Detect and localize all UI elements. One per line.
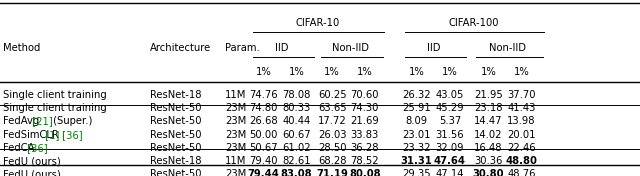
Text: 83.08: 83.08 <box>280 169 312 176</box>
Text: FedAvg: FedAvg <box>3 117 39 126</box>
Text: 17.72: 17.72 <box>318 117 346 126</box>
Text: 31.31: 31.31 <box>401 156 433 166</box>
Text: 23M: 23M <box>225 130 246 140</box>
Text: 74.76: 74.76 <box>250 90 278 100</box>
Text: Single client training: Single client training <box>3 90 106 100</box>
Text: 80.08: 80.08 <box>349 169 381 176</box>
Text: 80.33: 80.33 <box>282 103 310 113</box>
Text: 79.44: 79.44 <box>248 169 280 176</box>
Text: Method: Method <box>3 43 40 52</box>
Text: 50.00: 50.00 <box>250 130 278 140</box>
Text: 23.32: 23.32 <box>403 143 431 153</box>
Text: 22.46: 22.46 <box>508 143 536 153</box>
Text: 47.14: 47.14 <box>436 169 464 176</box>
Text: [21]: [21] <box>29 117 52 126</box>
Text: 11M: 11M <box>225 156 246 166</box>
Text: 13.98: 13.98 <box>508 117 536 126</box>
Text: 23.18: 23.18 <box>474 103 502 113</box>
Text: (Super.): (Super.) <box>51 117 93 126</box>
Text: 26.68: 26.68 <box>250 117 278 126</box>
Text: 1%: 1% <box>409 67 424 77</box>
Text: ResNet-18: ResNet-18 <box>150 156 201 166</box>
Text: 30.80: 30.80 <box>472 169 504 176</box>
Text: [36]: [36] <box>24 143 48 153</box>
Text: 47.64: 47.64 <box>434 156 466 166</box>
Text: 36.28: 36.28 <box>351 143 379 153</box>
Text: 60.67: 60.67 <box>282 130 310 140</box>
Text: 43.05: 43.05 <box>436 90 464 100</box>
Text: 1%: 1% <box>357 67 372 77</box>
Text: 1%: 1% <box>481 67 496 77</box>
Text: 26.32: 26.32 <box>403 90 431 100</box>
Text: 1%: 1% <box>256 67 271 77</box>
Text: 48.80: 48.80 <box>506 156 538 166</box>
Text: 68.28: 68.28 <box>318 156 346 166</box>
Text: 1%: 1% <box>442 67 458 77</box>
Text: 29.35: 29.35 <box>403 169 431 176</box>
Text: ResNet-50: ResNet-50 <box>150 117 201 126</box>
Text: 1%: 1% <box>324 67 340 77</box>
Text: 45.29: 45.29 <box>436 103 464 113</box>
Text: 82.61: 82.61 <box>282 156 310 166</box>
Text: 61.02: 61.02 <box>282 143 310 153</box>
Text: 60.25: 60.25 <box>318 90 346 100</box>
Text: ResNet-18: ResNet-18 <box>150 90 201 100</box>
Text: 32.09: 32.09 <box>436 143 464 153</box>
Text: Single client training: Single client training <box>3 103 106 113</box>
Text: 63.65: 63.65 <box>318 103 346 113</box>
Text: 71.19: 71.19 <box>316 169 348 176</box>
Text: 33.83: 33.83 <box>351 130 379 140</box>
Text: 31.56: 31.56 <box>436 130 464 140</box>
Text: 23M: 23M <box>225 103 246 113</box>
Text: 48.76: 48.76 <box>508 169 536 176</box>
Text: 14.47: 14.47 <box>474 117 502 126</box>
Text: IID: IID <box>275 43 289 52</box>
Text: CIFAR-10: CIFAR-10 <box>296 18 340 28</box>
Text: 74.80: 74.80 <box>250 103 278 113</box>
Text: [36]: [36] <box>59 130 83 140</box>
Text: 25.91: 25.91 <box>403 103 431 113</box>
Text: [1]: [1] <box>42 130 59 140</box>
Text: 23M: 23M <box>225 117 246 126</box>
Text: 16.48: 16.48 <box>474 143 502 153</box>
Text: Param.: Param. <box>225 43 260 52</box>
Text: ResNet-50: ResNet-50 <box>150 103 201 113</box>
Text: 78.52: 78.52 <box>351 156 379 166</box>
Text: 74.30: 74.30 <box>351 103 379 113</box>
Text: 11M: 11M <box>225 90 246 100</box>
Text: ResNet-50: ResNet-50 <box>150 130 201 140</box>
Text: 5.37: 5.37 <box>439 117 461 126</box>
Text: 41.43: 41.43 <box>508 103 536 113</box>
Text: Non-IID: Non-IID <box>489 43 526 52</box>
Text: 8.09: 8.09 <box>406 117 428 126</box>
Text: 21.95: 21.95 <box>474 90 502 100</box>
Text: 14.02: 14.02 <box>474 130 502 140</box>
Text: 70.60: 70.60 <box>351 90 379 100</box>
Text: FedCA: FedCA <box>3 143 34 153</box>
Text: 1%: 1% <box>289 67 304 77</box>
Text: CIFAR-100: CIFAR-100 <box>449 18 499 28</box>
Text: 20.01: 20.01 <box>508 130 536 140</box>
Text: 30.36: 30.36 <box>474 156 502 166</box>
Text: FedU (ours): FedU (ours) <box>3 156 60 166</box>
Text: ResNet-50: ResNet-50 <box>150 143 201 153</box>
Text: FedU (ours): FedU (ours) <box>3 169 60 176</box>
Text: 21.69: 21.69 <box>351 117 379 126</box>
Text: 79.40: 79.40 <box>250 156 278 166</box>
Text: 23.01: 23.01 <box>403 130 431 140</box>
Text: 26.03: 26.03 <box>318 130 346 140</box>
Text: 23M: 23M <box>225 169 246 176</box>
Text: 50.67: 50.67 <box>250 143 278 153</box>
Text: 78.08: 78.08 <box>282 90 310 100</box>
Text: 37.70: 37.70 <box>508 90 536 100</box>
Text: ResNet-50: ResNet-50 <box>150 169 201 176</box>
Text: FedSimCLR: FedSimCLR <box>3 130 58 140</box>
Text: 1%: 1% <box>514 67 529 77</box>
Text: 23M: 23M <box>225 143 246 153</box>
Text: IID: IID <box>427 43 441 52</box>
Text: Non-IID: Non-IID <box>332 43 369 52</box>
Text: 40.44: 40.44 <box>282 117 310 126</box>
Text: 28.50: 28.50 <box>318 143 346 153</box>
Text: Architecture: Architecture <box>150 43 211 52</box>
